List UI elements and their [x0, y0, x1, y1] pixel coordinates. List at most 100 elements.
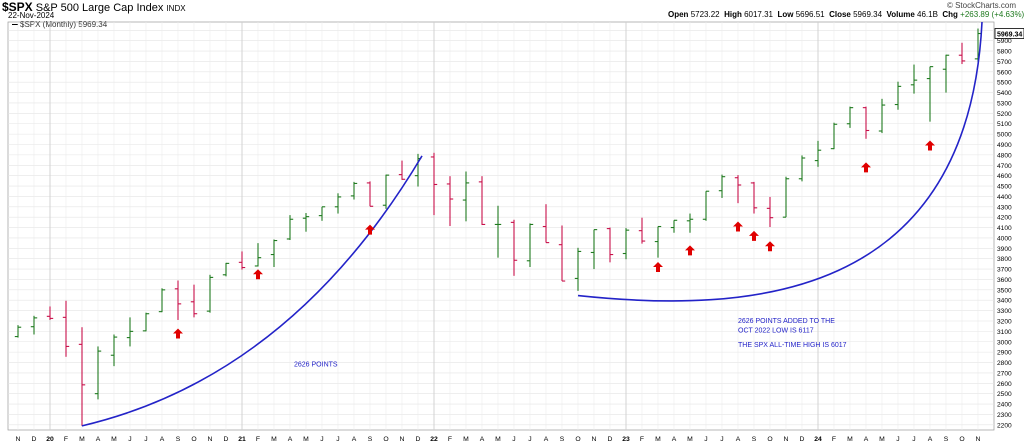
x-tick-label: M [847, 436, 853, 443]
x-tick-label: O [383, 436, 388, 443]
ohlc-bar [478, 176, 486, 225]
ohlc-bar [862, 106, 870, 139]
high-value: 6017.31 [744, 10, 773, 19]
chart-date: 22-Nov-2024 [8, 11, 55, 20]
x-tick-label: M [79, 436, 85, 443]
x-tick-label: 24 [814, 436, 822, 443]
up-arrow-icon [685, 245, 695, 256]
ohlc-bar [702, 190, 710, 221]
x-tick-label: J [528, 436, 531, 443]
y-tick-label: 5100 [997, 121, 1012, 128]
up-arrow-icon [925, 140, 935, 151]
high-label: High [724, 10, 742, 19]
open-value: 5723.22 [690, 10, 720, 19]
x-tick-label: J [704, 436, 707, 443]
y-tick-label: 3200 [997, 318, 1012, 325]
last-price-tag: 5969.34 [994, 28, 1024, 39]
annotation-text: OCT 2022 LOW IS 6117 [738, 327, 814, 334]
ohlc-bar [190, 284, 198, 318]
x-tick-label: M [271, 436, 277, 443]
x-tick-label: O [191, 436, 196, 443]
ohlc-bar [430, 152, 438, 216]
ohlc-bar [734, 175, 742, 204]
x-tick-label: S [176, 436, 181, 443]
y-tick-label: 4400 [997, 194, 1012, 201]
base-curve [577, 21, 983, 302]
x-tick-label: A [352, 436, 357, 443]
ohlc-bar [654, 225, 662, 258]
ohlc-bar [462, 171, 470, 222]
x-tick-label: D [416, 436, 421, 443]
y-tick-label: 4500 [997, 184, 1012, 191]
x-tick-label: A [544, 436, 549, 443]
y-tick-label: 5000 [997, 132, 1012, 139]
ohlc-bar [942, 54, 950, 93]
x-tick-label: F [640, 436, 644, 443]
legend-swatch [12, 24, 18, 26]
x-tick-label: A [288, 436, 293, 443]
y-tick-label: 4300 [997, 204, 1012, 211]
up-arrow-icon [861, 162, 871, 173]
x-tick-label: J [320, 436, 323, 443]
ohlc-bar [270, 239, 278, 268]
ohlc-bar [398, 160, 406, 180]
x-tick-label: F [832, 436, 836, 443]
ohlc-bar [526, 223, 534, 268]
ohlc-bar [206, 274, 214, 313]
low-label: Low [777, 10, 794, 19]
y-tick-label: 3100 [997, 329, 1012, 336]
ohlc-bar [494, 205, 502, 258]
x-tick-label: N [400, 436, 405, 443]
up-arrow-icon [173, 328, 183, 339]
y-tick-label: 5600 [997, 69, 1012, 76]
ohlc-bar [782, 176, 790, 218]
y-tick-label: 3800 [997, 256, 1012, 263]
annotation-text: 2626 POINTS [294, 362, 338, 369]
ohlc-bar [542, 204, 550, 244]
ohlc-bar [606, 227, 614, 263]
y-tick-label: 2700 [997, 370, 1012, 377]
y-tick-label: 4700 [997, 163, 1012, 170]
close-value: 5969.34 [853, 10, 883, 19]
x-tick-label: J [720, 436, 723, 443]
low-value: 5696.51 [795, 10, 825, 19]
advance-curve [81, 155, 423, 427]
x-tick-label: D [800, 436, 805, 443]
y-tick-label: 5400 [997, 90, 1012, 97]
x-tick-label: M [687, 436, 693, 443]
y-tick-label: 4600 [997, 173, 1012, 180]
x-axis: N D 20 F M A M J J A S O N D 21 F M A M J J A S O N D 22 F M A M J J A S O N… [16, 436, 981, 443]
y-tick-label: 5200 [997, 111, 1012, 118]
y-tick-label: 3700 [997, 267, 1012, 274]
up-arrow-icon [253, 269, 263, 280]
ohlc-bar [574, 247, 582, 291]
ohlc-bar [174, 280, 182, 320]
x-tick-label: A [96, 436, 101, 443]
trend-curves [81, 21, 983, 427]
ohlc-bar [798, 155, 806, 182]
y-tick-label: 5300 [997, 100, 1012, 107]
ohlc-bar [766, 196, 774, 228]
x-tick-label: 20 [46, 436, 54, 443]
ohlc-bar [366, 181, 374, 207]
x-tick-label: M [655, 436, 661, 443]
ohlc-bar [926, 66, 934, 122]
ohlc-bar [302, 213, 310, 232]
x-tick-label: O [575, 436, 580, 443]
volume-value: 46.1B [917, 10, 938, 19]
ohlc-bar [718, 174, 726, 198]
y-tick-label: 4200 [997, 215, 1012, 222]
x-tick-label: A [672, 436, 677, 443]
y-tick-label: 5900 [997, 38, 1012, 45]
open-label: Open [668, 10, 689, 19]
x-tick-label: D [224, 436, 229, 443]
ohlc-bar [382, 174, 390, 209]
y-tick-label: 3900 [997, 246, 1012, 253]
y-axis: 2200 2300 2400 2500 2600 2700 2800 2900 3000 3100… [997, 28, 1012, 430]
x-tick-label: N [16, 436, 21, 443]
x-tick-label: A [736, 436, 741, 443]
chart-symbol: $SPX S&P 500 Large Cap Index INDX [2, 0, 186, 14]
ohlc-bar [814, 140, 822, 167]
series-legend: $SPX (Monthly) 5969.34 [12, 20, 107, 29]
